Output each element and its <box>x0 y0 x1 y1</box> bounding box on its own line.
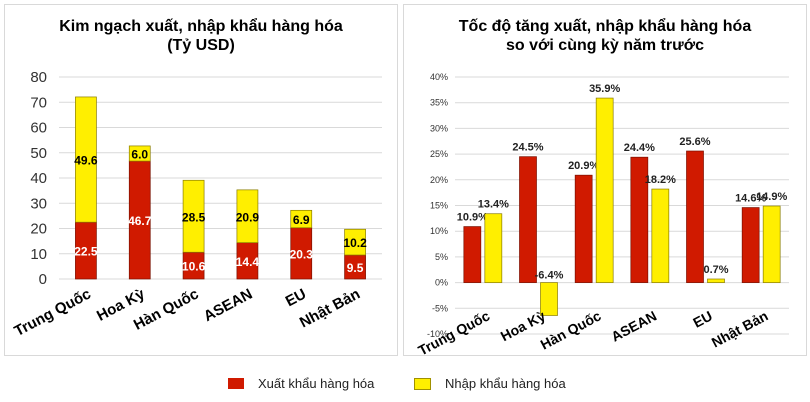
y-tick-label: 25% <box>430 149 448 159</box>
y-tick-label: 20 <box>30 221 47 238</box>
data-label: 13.4% <box>478 199 509 211</box>
data-label: 10.2 <box>343 236 367 250</box>
x-category-label: Nhật Bản <box>297 286 363 332</box>
data-label: 10.6 <box>182 260 206 274</box>
data-label: 46.7 <box>128 214 152 228</box>
chart2-subtitle: so với cùng kỳ năm trước <box>506 37 704 54</box>
y-tick-label: 35% <box>430 98 448 108</box>
bar-import <box>762 205 781 283</box>
y-tick-label: 70 <box>30 94 47 111</box>
y-tick-label: 20% <box>430 175 448 185</box>
data-label: 9.5 <box>347 261 364 275</box>
bar-export <box>463 226 482 283</box>
y-tick-label: 5% <box>435 252 448 262</box>
bar-import <box>344 228 366 256</box>
bar-import <box>236 189 259 243</box>
data-label: -6.4% <box>535 270 564 282</box>
chart2-plot: -10% -5% 0% 5% 10% 15% 20% 25% 30% 35% 40% 10.9%13.… <box>415 72 789 355</box>
bar-import <box>540 282 558 316</box>
data-label: 20.9% <box>568 160 599 172</box>
y-tick-label: -10% <box>427 329 448 339</box>
chart1-plot: 0 10 20 30 40 50 60 70 80 22.5 49.6 Trung Quốc 46.7 6… <box>11 69 382 341</box>
data-label: 6.0 <box>131 148 148 162</box>
data-label: 6.9 <box>293 213 310 227</box>
data-label: 22.5 <box>74 245 98 259</box>
legend-label-export: Xuất khẩu hàng hóa <box>258 376 375 391</box>
bar-export <box>519 156 537 283</box>
export-import-value-chart: Kim ngạch xuất, nhập khẩu hàng hóa (Tỷ U… <box>4 4 398 356</box>
y-tick-label: 40 <box>30 170 47 187</box>
x-category-label: EU <box>283 286 309 311</box>
chart2-title: Tốc độ tăng xuất, nhập khẩu hàng hóa <box>458 18 752 35</box>
y-tick-label: -5% <box>432 303 448 313</box>
bar-import <box>128 145 151 162</box>
data-label: 24.4% <box>624 142 655 154</box>
bar-import <box>651 188 670 283</box>
data-label: 28.5 <box>182 210 206 224</box>
x-category-label: EU <box>690 308 715 331</box>
data-label: 24.5% <box>512 142 543 154</box>
data-label: 14.6% <box>735 193 766 205</box>
legend-item-export: Xuất khẩu hàng hóa <box>228 376 374 391</box>
data-label: 20.3 <box>290 247 314 261</box>
bar-export <box>741 207 760 283</box>
data-label: 18.2% <box>645 174 676 186</box>
legend-swatch-import <box>414 377 431 390</box>
legend: Xuất khẩu hàng hóa Nhập khẩu hàng hóa <box>0 376 810 396</box>
bar-import <box>75 96 97 223</box>
chart1-title: Kim ngạch xuất, nhập khẩu hàng hóa <box>59 18 343 35</box>
y-tick-label: 0% <box>435 278 448 288</box>
growth-rate-chart: Tốc độ tăng xuất, nhập khẩu hàng hóa so … <box>403 4 807 356</box>
chart1-subtitle: (Tỷ USD) <box>167 37 235 54</box>
legend-item-import: Nhập khẩu hàng hóa <box>414 376 566 391</box>
bar-import <box>595 97 614 283</box>
bar-export <box>630 156 649 283</box>
y-tick-label: 30% <box>430 123 448 133</box>
y-tick-label: 50 <box>30 145 47 162</box>
data-label: 14.4 <box>236 255 260 269</box>
data-label: 49.6 <box>74 154 98 168</box>
x-category-label: Trung Quốc <box>11 286 93 341</box>
y-tick-label: 80 <box>30 69 47 86</box>
bar-import <box>484 213 503 283</box>
y-tick-label: 0 <box>39 271 47 288</box>
x-category-label: ASEAN <box>201 286 255 326</box>
y-tick-label: 10 <box>30 246 47 263</box>
y-tick-label: 10% <box>430 226 448 236</box>
y-tick-label: 40% <box>430 72 448 82</box>
data-label: 10.9% <box>457 212 488 224</box>
legend-label-import: Nhập khẩu hàng hóa <box>445 376 566 391</box>
legend-swatch-export <box>228 378 244 389</box>
bar-export <box>686 150 704 283</box>
data-label: 20.9 <box>236 210 260 224</box>
data-label: 25.6% <box>679 136 710 148</box>
bar-import <box>707 278 725 283</box>
bar-import <box>182 179 205 253</box>
bar-export <box>574 174 593 283</box>
data-label: 14.9% <box>756 191 787 203</box>
x-category-label: ASEAN <box>608 308 659 345</box>
x-category-label: Nhật Bản <box>709 308 771 351</box>
bar-import <box>290 209 313 229</box>
data-label: 35.9% <box>589 83 620 95</box>
y-tick-label: 60 <box>30 120 47 137</box>
y-tick-label: 15% <box>430 201 448 211</box>
y-tick-label: 30 <box>30 195 47 212</box>
data-label: 0.7% <box>703 264 728 276</box>
